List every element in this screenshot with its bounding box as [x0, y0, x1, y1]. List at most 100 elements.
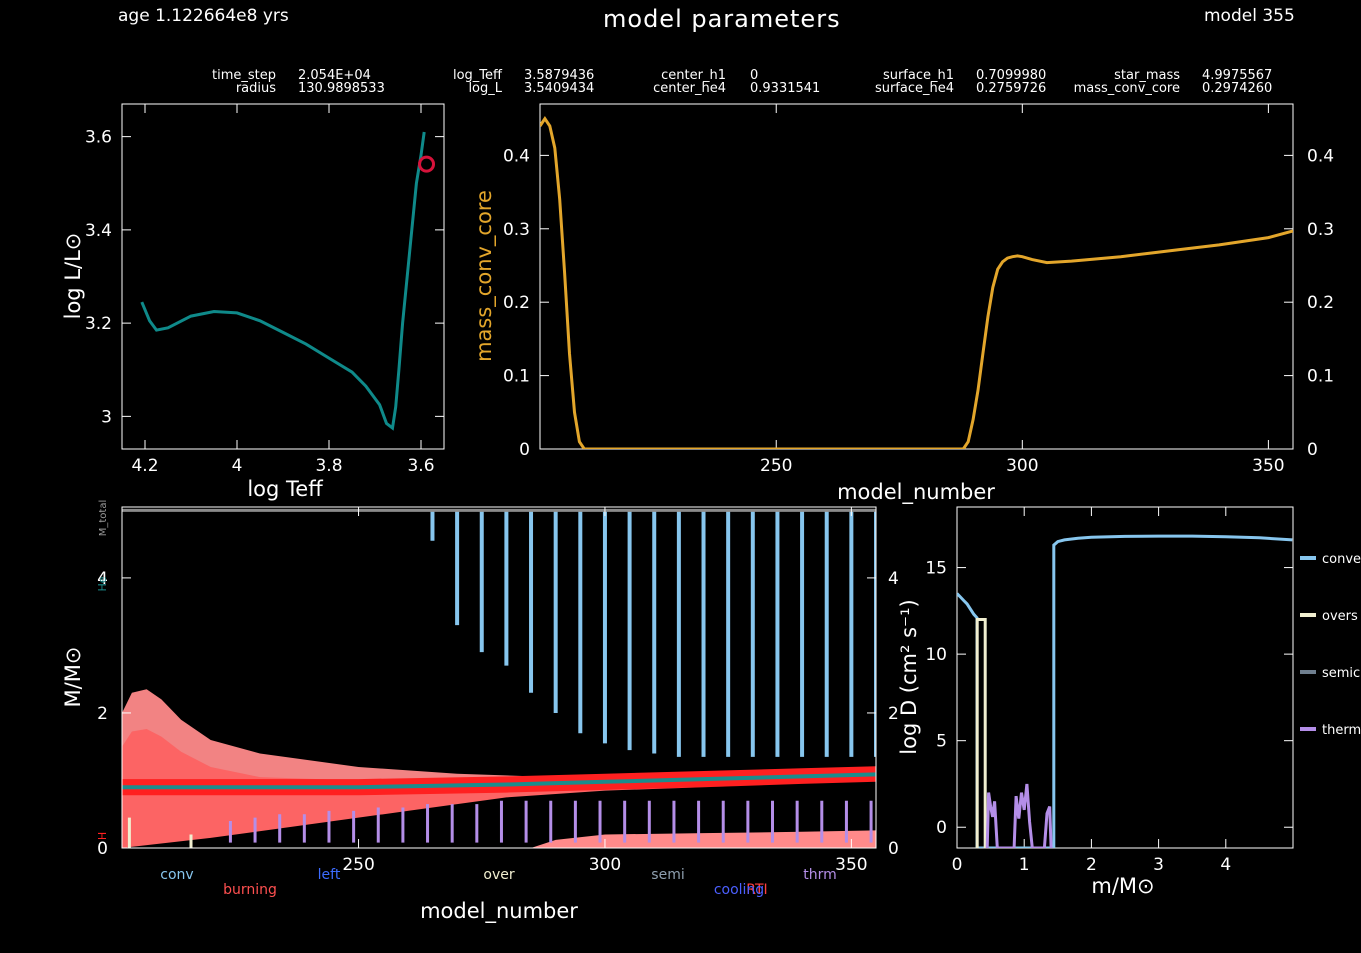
x-axis-label: model_number	[837, 480, 995, 505]
hr-track	[140, 131, 426, 431]
x-tick-label: 3.6	[407, 456, 434, 476]
axes-frame	[539, 103, 1294, 450]
hr-diagram: 4.2 4 3.8 3.6 3 3.2 3.4 3.6 log Teff log L/L⊙	[61, 103, 445, 501]
param-name: log_Teff	[452, 68, 502, 83]
y-tick-label: 3.4	[85, 221, 112, 241]
right-y-tick-label: 0.1	[1307, 367, 1334, 387]
model-number-label: model 355	[1204, 6, 1295, 26]
x-axis-label: log Teff	[247, 477, 323, 501]
param-value: 3.5879436	[524, 68, 595, 83]
param-name: time_step	[212, 68, 276, 83]
non-burning-core	[122, 781, 876, 848]
x-tick-label: 4	[232, 456, 243, 476]
x-tick-label: 3	[1153, 855, 1164, 875]
param-name: center_h1	[661, 68, 726, 83]
y-tick-label: 10	[925, 645, 947, 665]
axes-frame	[121, 506, 877, 849]
mixing-profile-plot: 0 1 2 3 4 0 5 10 15 m/M⊙ log D (cm² s⁻¹) conve overs…	[897, 506, 1361, 898]
legend-over: over	[483, 867, 514, 883]
x-tick-label: 3.8	[315, 456, 342, 476]
x-axis-label: m/M⊙	[1091, 874, 1154, 898]
age-label: age 1.122664e8 yrs	[118, 6, 289, 26]
legend-overs: overs	[1322, 609, 1358, 624]
right-y-tick-label: 4	[888, 569, 899, 589]
mixing-body	[957, 534, 1293, 848]
x-tick-label: 300	[589, 855, 621, 875]
y-tick-label: 0	[936, 818, 947, 838]
y-tick-label: 3	[101, 407, 112, 427]
param-value: 0.9331541	[750, 81, 821, 96]
right-y-tick-label: 0	[1307, 440, 1318, 460]
param-name: mass_conv_core	[1073, 81, 1180, 96]
current-model-marker	[418, 155, 436, 173]
mass-conv-core-series	[540, 116, 1293, 449]
y-tick-label: 15	[925, 559, 947, 579]
legend-left: left	[318, 867, 341, 883]
overs-line	[975, 618, 987, 848]
mass-conv-core-line	[540, 116, 1293, 449]
y-tick-label: 3.2	[85, 314, 112, 334]
legend-cooling: cooling	[714, 882, 764, 898]
legend-thrm: thrm	[803, 867, 837, 883]
conve-line	[957, 534, 1293, 848]
y-tick-label: 0.1	[503, 367, 530, 387]
y-tick-label: 4	[97, 569, 108, 589]
axes-frame	[956, 506, 1294, 849]
param-name: center_he4	[653, 81, 726, 96]
y-tick-label: 0.4	[503, 146, 530, 166]
param-value: 4.9975567	[1202, 68, 1273, 83]
total-mass-side-label: M_total	[98, 500, 109, 537]
y-axis-label: mass_conv_core	[472, 190, 497, 362]
param-value: 3.5409434	[524, 81, 595, 96]
legend-conve: conve	[1322, 552, 1361, 567]
x-tick-label: 2	[1086, 855, 1097, 875]
x-tick-label: 1	[1019, 855, 1030, 875]
y-tick-label: 0	[519, 440, 530, 460]
shell-burning	[531, 830, 876, 848]
right-y-tick-label: 0	[888, 839, 899, 859]
axes-frame	[121, 103, 445, 450]
page-title: model parameters	[603, 5, 841, 33]
therm-line	[985, 783, 1053, 848]
param-value: 0	[750, 68, 759, 83]
y-tick-label: 0	[97, 839, 108, 859]
legend-semic: semic	[1322, 666, 1360, 681]
x-axis-label: model_number	[420, 899, 578, 924]
y-axis-label: M/M⊙	[61, 647, 85, 708]
y-axis-label: log L/L⊙	[61, 233, 85, 320]
h-side-label: H	[96, 832, 109, 840]
y-tick-label: 3.6	[85, 128, 112, 148]
x-tick-label: 4	[1220, 855, 1231, 875]
x-tick-label: 350	[1252, 456, 1284, 476]
y-tick-label: 0.3	[503, 220, 530, 240]
legend-therm: therm	[1322, 723, 1361, 738]
param-value: 0.2759726	[976, 81, 1047, 96]
param-value: 2.054E+04	[298, 68, 371, 83]
legend-burning: burning	[223, 882, 277, 898]
y-tick-label: 5	[936, 732, 947, 752]
param-value: 0.7099980	[976, 68, 1047, 83]
x-tick-label: 250	[760, 456, 792, 476]
kippenhahn-plot: 250 300 350 0 0 2 2 4 4 M/M⊙ model_number M_total He…	[61, 500, 899, 924]
y-tick-label: 2	[97, 704, 108, 724]
he-core-boundary	[122, 772, 876, 790]
kippenhahn-body	[122, 508, 876, 848]
x-tick-label: 0	[952, 855, 963, 875]
legend-conv: conv	[160, 867, 193, 883]
he-side-label: He	[96, 576, 109, 591]
param-value: 0.2974260	[1202, 81, 1273, 96]
param-value: 130.9898533	[298, 81, 385, 96]
param-name: star_mass	[1114, 68, 1180, 83]
y-axis-label: log D (cm² s⁻¹)	[897, 599, 921, 754]
param-name: surface_h1	[882, 68, 954, 83]
x-tick-label: 250	[342, 855, 374, 875]
mass-conv-core-plot: 250 300 350 0 0 0.1 0.1 0.2 0.2 0.3 0.3 0.4 0.4 model…	[472, 103, 1334, 505]
param-name: radius	[235, 81, 276, 96]
right-y-tick-label: 0.2	[1307, 293, 1334, 313]
y-tick-label: 0.2	[503, 293, 530, 313]
x-tick-label: 300	[1006, 456, 1038, 476]
right-y-tick-label: 2	[888, 704, 899, 724]
right-y-tick-label: 0.3	[1307, 220, 1334, 240]
legend-semi: semi	[651, 867, 684, 883]
